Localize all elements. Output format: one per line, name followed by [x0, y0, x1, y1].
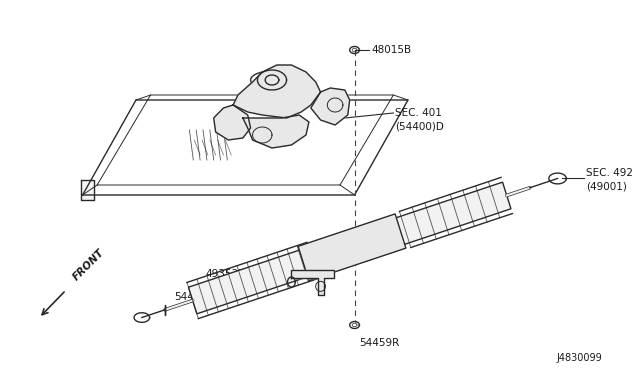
Polygon shape	[214, 105, 251, 140]
Polygon shape	[291, 270, 334, 295]
Text: FRONT: FRONT	[71, 247, 106, 282]
Text: 49353R: 49353R	[205, 269, 246, 279]
Text: (49001): (49001)	[586, 182, 627, 192]
Polygon shape	[233, 65, 321, 118]
Polygon shape	[298, 214, 406, 280]
Polygon shape	[311, 88, 349, 125]
Text: 48015B: 48015B	[371, 45, 411, 55]
Text: 54459RA: 54459RA	[175, 292, 221, 302]
Text: 54459R: 54459R	[360, 338, 399, 348]
Text: SEC. 401: SEC. 401	[396, 108, 442, 118]
Polygon shape	[188, 182, 511, 314]
Text: (54400)D: (54400)D	[396, 121, 444, 131]
Polygon shape	[243, 115, 309, 148]
Text: J4830099: J4830099	[557, 353, 602, 363]
Text: SEC. 492: SEC. 492	[586, 169, 633, 179]
Polygon shape	[81, 180, 94, 200]
